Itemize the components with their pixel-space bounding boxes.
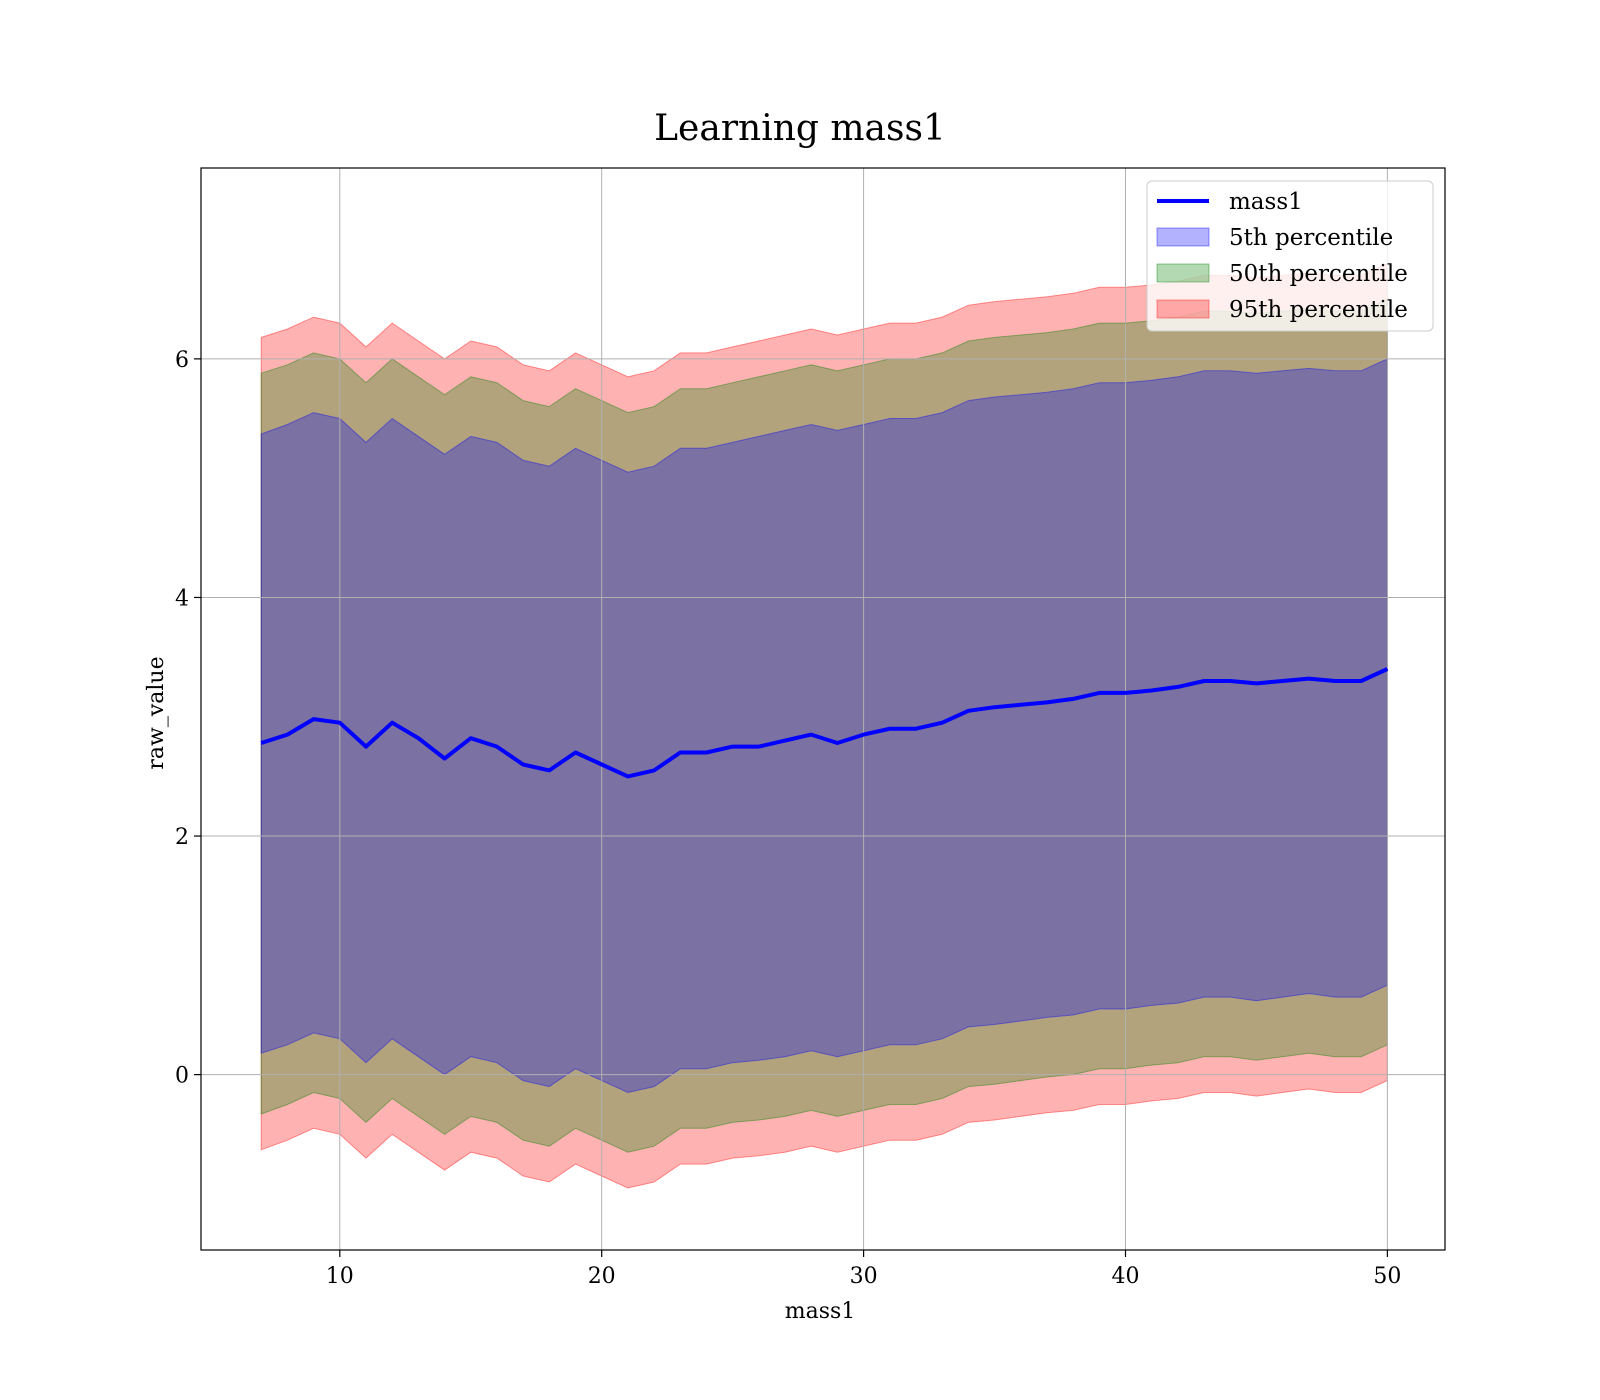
legend-patch-5th <box>1156 227 1210 247</box>
legend-patch-50th <box>1156 263 1210 283</box>
legend-label: 5th percentile <box>1229 225 1393 251</box>
x-tick-label: 50 <box>1373 1264 1401 1289</box>
legend-label: 50th percentile <box>1229 261 1408 287</box>
x-tick-label: 20 <box>588 1264 616 1289</box>
legend-box <box>1146 180 1434 332</box>
x-axis-label: mass1 <box>785 1299 856 1324</box>
x-tick-label: 30 <box>850 1264 878 1289</box>
y-tick-label: 6 <box>175 348 189 373</box>
legend-label: 95th percentile <box>1229 297 1408 323</box>
plot-frame <box>200 167 1446 1251</box>
legend-label: mass1 <box>1229 189 1303 215</box>
legend: mass1 5th percentile 50th percentile 95th p… <box>1146 180 1434 332</box>
x-tick-label: 10 <box>326 1264 354 1289</box>
chart-title: Learning mass1 <box>654 108 946 149</box>
y-tick-label: 2 <box>175 825 189 850</box>
band-5th-percentile <box>260 358 1388 1094</box>
y-axis-label: raw_value <box>144 656 169 769</box>
plot-area: 10 20 30 40 50 0 2 4 6 <box>175 167 1446 1289</box>
legend-patch-95th <box>1156 299 1210 319</box>
y-tick-label: 4 <box>175 586 189 611</box>
y-tick-label: 0 <box>175 1064 189 1089</box>
series-line-mass1 <box>260 667 1389 779</box>
x-tick-label: 40 <box>1111 1264 1139 1289</box>
